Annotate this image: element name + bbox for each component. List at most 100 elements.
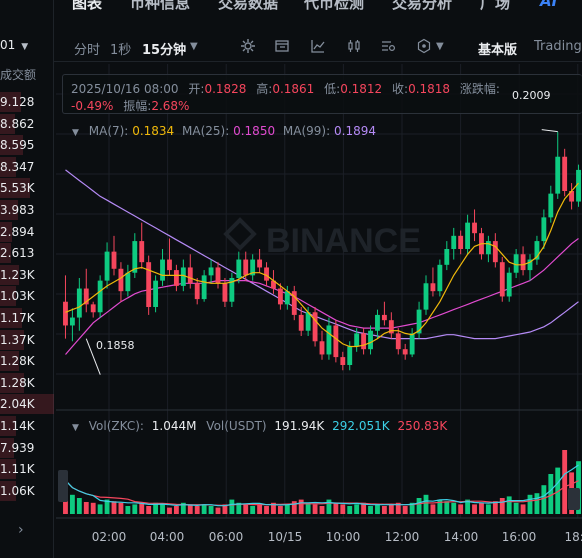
order-book-row[interactable]: 2.04K bbox=[0, 394, 54, 415]
time-tick: 10/15 bbox=[267, 530, 303, 544]
volume-bar bbox=[118, 502, 124, 514]
mode-basic[interactable]: 基本版 bbox=[478, 43, 518, 58]
order-book-row[interactable]: 3.983 bbox=[0, 200, 54, 220]
order-book-row[interactable]: 1.37K bbox=[0, 329, 54, 350]
volume-bar bbox=[409, 502, 415, 514]
candle-body bbox=[264, 267, 269, 281]
layout-settings-icon[interactable] bbox=[380, 38, 396, 54]
order-book-row[interactable]: 8.595 bbox=[0, 135, 54, 156]
depth-bar bbox=[0, 329, 25, 350]
tab-6[interactable]: AI bbox=[540, 0, 558, 10]
order-book-row[interactable]: 8.862 bbox=[0, 113, 54, 134]
chart-area[interactable]: BINANCE bbox=[56, 64, 582, 558]
candlestick-chart[interactable]: BINANCE bbox=[56, 64, 582, 558]
volume-bar bbox=[388, 504, 394, 514]
candle-body bbox=[291, 291, 297, 315]
order-book-row[interactable]: 7.939 bbox=[0, 437, 54, 458]
low-label: 低: bbox=[324, 82, 341, 96]
interval-fenshi[interactable]: 分时 bbox=[74, 43, 101, 58]
candle-body bbox=[250, 259, 256, 276]
low-value: 0.1812 bbox=[340, 82, 383, 96]
interval-15m[interactable]: 15分钟 bbox=[142, 43, 187, 58]
candle-body bbox=[298, 314, 304, 331]
order-book-row[interactable]: 1.28K bbox=[0, 351, 54, 372]
candle-body bbox=[173, 270, 179, 286]
order-book-row[interactable]: 1.14K bbox=[0, 416, 54, 436]
volume-bar bbox=[167, 507, 172, 514]
candle-body bbox=[243, 259, 249, 276]
order-book-row[interactable]: 2.894 bbox=[0, 221, 54, 242]
collapse-caret-icon[interactable]: ▼ bbox=[72, 128, 79, 138]
order-book-row[interactable]: 1.23K bbox=[0, 264, 54, 285]
tab-0[interactable]: 图表 bbox=[72, 0, 103, 12]
candle-body bbox=[160, 259, 165, 281]
volume-bar bbox=[305, 502, 311, 514]
order-book-column: 01 ▼ 成交额 9.128 8.862 8.595 8.347 5.53K 3.983 2.… bbox=[0, 0, 54, 558]
candle-body bbox=[146, 262, 152, 307]
order-book-row[interactable]: 1.28K bbox=[0, 372, 54, 393]
candle-body bbox=[104, 251, 110, 281]
caret-down-icon[interactable]: ▼ bbox=[190, 41, 198, 52]
precision-selector[interactable]: 01 ▼ bbox=[0, 38, 28, 52]
volume-bar bbox=[534, 493, 540, 514]
order-book-row[interactable]: 1.03K bbox=[0, 286, 54, 307]
volume-bar bbox=[576, 461, 581, 514]
candle-body bbox=[208, 267, 214, 276]
indicator-icon[interactable] bbox=[274, 38, 290, 54]
volume-bar bbox=[555, 467, 561, 514]
volume-bar bbox=[319, 506, 325, 514]
order-book-row[interactable]: 9.128 bbox=[0, 92, 54, 112]
depth-bar bbox=[0, 351, 19, 372]
top-tabs: 图表 币种信息 交易数据 代币检测 交易分析 广场 AI bbox=[54, 0, 582, 22]
row-value: 8.862 bbox=[0, 116, 35, 131]
hexagon-icon[interactable] bbox=[416, 38, 432, 54]
order-book-row[interactable]: 5.53K bbox=[0, 178, 54, 199]
candle-body bbox=[520, 254, 526, 271]
volume-bar bbox=[479, 502, 484, 514]
candle-body bbox=[458, 235, 464, 249]
volume-bar bbox=[402, 506, 408, 514]
volume-bar bbox=[416, 498, 422, 514]
candle-body bbox=[492, 241, 498, 263]
candle-icon[interactable] bbox=[346, 38, 362, 54]
settings-icon[interactable] bbox=[240, 38, 256, 54]
close-value: 0.1818 bbox=[408, 82, 451, 96]
high-label: 高: bbox=[256, 82, 273, 96]
column-header: 成交额 bbox=[0, 68, 37, 82]
candle-body bbox=[534, 241, 540, 260]
depth-bar bbox=[0, 92, 21, 112]
low-marker-line bbox=[85, 338, 101, 375]
candle-body bbox=[485, 241, 491, 255]
row-value: 1.37K bbox=[0, 332, 35, 347]
volume-bar bbox=[395, 502, 401, 514]
tab-1[interactable]: 币种信息 bbox=[130, 0, 191, 12]
mode-trading[interactable]: Trading bbox=[534, 39, 582, 54]
order-book-row[interactable]: 1.11K bbox=[0, 459, 54, 480]
volume-bar bbox=[513, 502, 519, 514]
time-tick: 04:00 bbox=[149, 530, 185, 544]
order-book-row[interactable]: 1.06K bbox=[0, 480, 54, 501]
order-book-row[interactable]: 2.613 bbox=[0, 243, 54, 264]
candle-body bbox=[576, 169, 581, 202]
candle-body bbox=[388, 320, 394, 334]
volume-bar bbox=[562, 450, 568, 514]
chevron-right-icon[interactable]: › bbox=[18, 522, 24, 538]
tab-5[interactable]: 广场 bbox=[480, 0, 511, 12]
depth-bar bbox=[0, 178, 30, 199]
row-value: 9.128 bbox=[0, 95, 35, 109]
ma7-line bbox=[65, 182, 579, 348]
depth-bar bbox=[0, 135, 23, 156]
interval-1s[interactable]: 1秒 bbox=[110, 43, 132, 58]
collapse-caret-icon-vol[interactable]: ▼ bbox=[72, 423, 79, 433]
volume-bar bbox=[541, 485, 547, 514]
candle-body bbox=[527, 259, 533, 271]
order-book-row[interactable]: 1.17K bbox=[0, 308, 54, 328]
tab-2[interactable]: 交易数据 bbox=[218, 0, 279, 12]
tab-3[interactable]: 代币检测 bbox=[304, 0, 365, 12]
change-label: 涨跌幅: bbox=[459, 82, 500, 96]
tab-4[interactable]: 交易分析 bbox=[392, 0, 453, 12]
line-chart-icon[interactable] bbox=[310, 38, 326, 54]
amplitude-value: 2.68% bbox=[151, 99, 190, 113]
order-book-row[interactable]: 8.347 bbox=[0, 156, 54, 177]
caret-down-icon-2[interactable]: ▼ bbox=[436, 41, 444, 52]
